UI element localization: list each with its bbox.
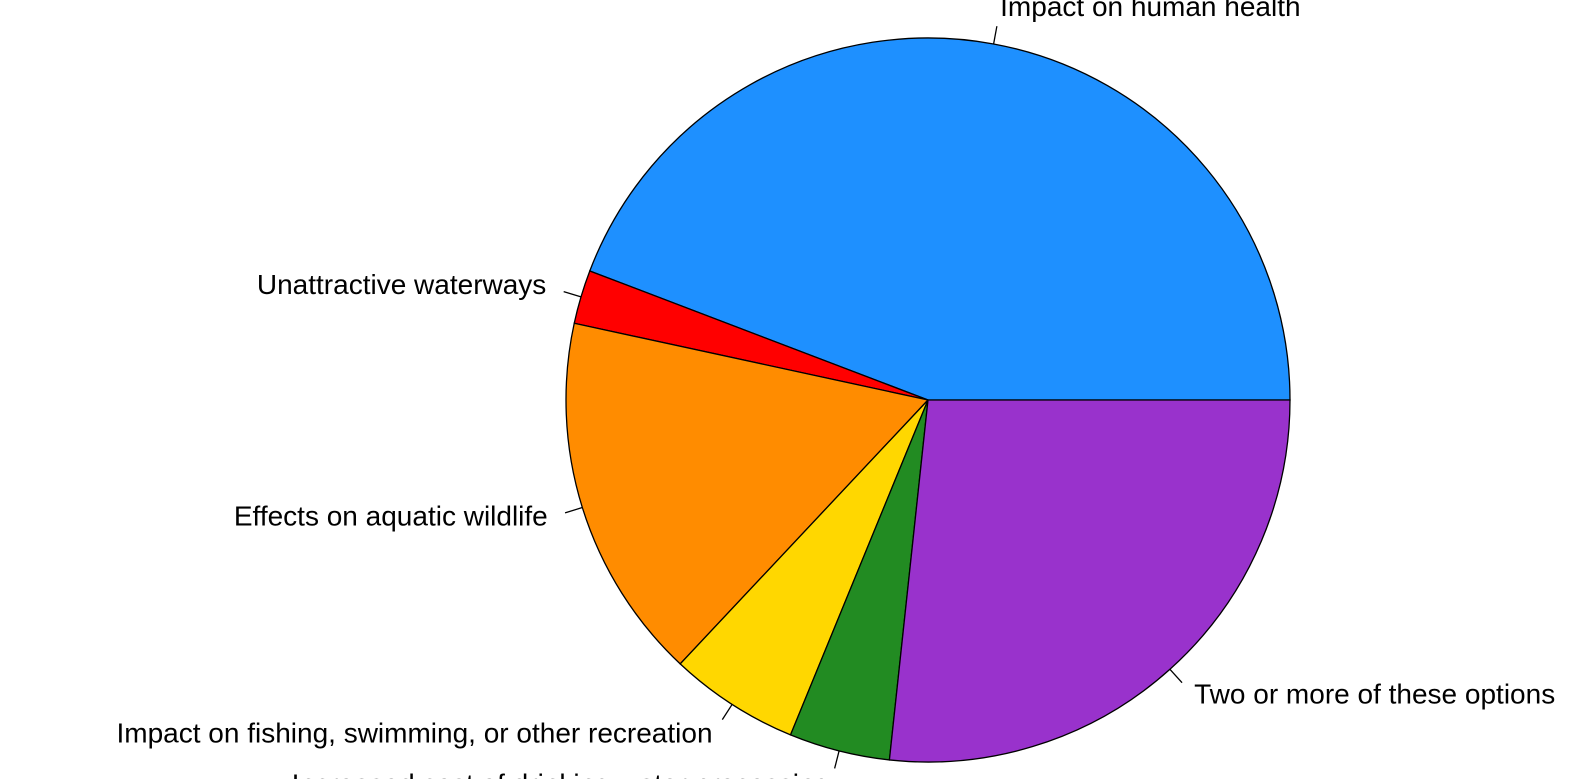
pie-slice bbox=[888, 399, 1291, 763]
slice-leader-line bbox=[1169, 668, 1183, 684]
slices-layer bbox=[565, 37, 1291, 763]
slice-leader-line bbox=[992, 26, 998, 45]
slice-label: Impact on fishing, swimming, or other re… bbox=[116, 717, 712, 748]
slice-label: Effects on aquatic wildlife bbox=[234, 501, 548, 532]
slice-label: Impact on human health bbox=[1000, 0, 1300, 22]
labels-layer: Impact on human health Unattractive water… bbox=[116, 0, 1555, 779]
slice-label: Unattractive waterways bbox=[257, 269, 546, 300]
slice-leader-line bbox=[721, 704, 733, 720]
slice-label: Increased cost of drinking water process… bbox=[292, 768, 831, 779]
slice-leader-line bbox=[833, 750, 840, 769]
pie-slice bbox=[679, 399, 929, 736]
slice-label: Two or more of these options bbox=[1194, 679, 1555, 710]
slice-leader-line bbox=[564, 506, 583, 514]
slice-leader-line bbox=[563, 291, 582, 298]
